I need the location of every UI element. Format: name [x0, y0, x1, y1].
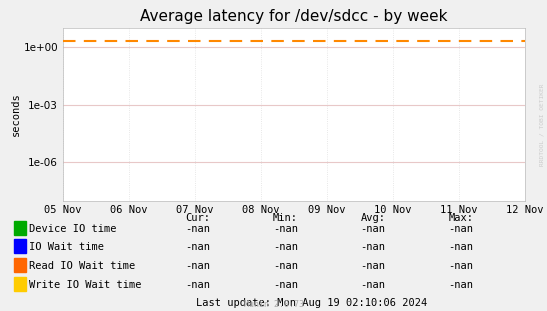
Text: Munin 2.0.73: Munin 2.0.73 [243, 300, 304, 309]
Text: -nan: -nan [273, 224, 298, 234]
Text: -nan: -nan [360, 261, 386, 271]
Text: -nan: -nan [273, 280, 298, 290]
Text: -nan: -nan [273, 242, 298, 252]
Text: RRDTOOL / TOBI OETIKER: RRDTOOL / TOBI OETIKER [539, 83, 544, 166]
Text: Cur:: Cur: [185, 213, 211, 223]
Text: -nan: -nan [448, 261, 473, 271]
Text: -nan: -nan [448, 224, 473, 234]
Text: -nan: -nan [185, 224, 211, 234]
Text: IO Wait time: IO Wait time [29, 242, 104, 252]
Text: -nan: -nan [360, 224, 386, 234]
Text: -nan: -nan [185, 242, 211, 252]
Text: -nan: -nan [448, 242, 473, 252]
Text: Read IO Wait time: Read IO Wait time [29, 261, 135, 271]
Text: -nan: -nan [273, 261, 298, 271]
Text: Min:: Min: [273, 213, 298, 223]
Text: Device IO time: Device IO time [29, 224, 117, 234]
Text: -nan: -nan [185, 280, 211, 290]
Title: Average latency for /dev/sdcc - by week: Average latency for /dev/sdcc - by week [140, 9, 448, 24]
Text: -nan: -nan [185, 261, 211, 271]
Text: -nan: -nan [360, 280, 386, 290]
Text: -nan: -nan [360, 242, 386, 252]
Text: -nan: -nan [448, 280, 473, 290]
Y-axis label: seconds: seconds [10, 92, 21, 136]
Text: Max:: Max: [448, 213, 473, 223]
Text: Last update: Mon Aug 19 02:10:06 2024: Last update: Mon Aug 19 02:10:06 2024 [196, 298, 427, 308]
Text: Write IO Wait time: Write IO Wait time [29, 280, 142, 290]
Text: Avg:: Avg: [360, 213, 386, 223]
